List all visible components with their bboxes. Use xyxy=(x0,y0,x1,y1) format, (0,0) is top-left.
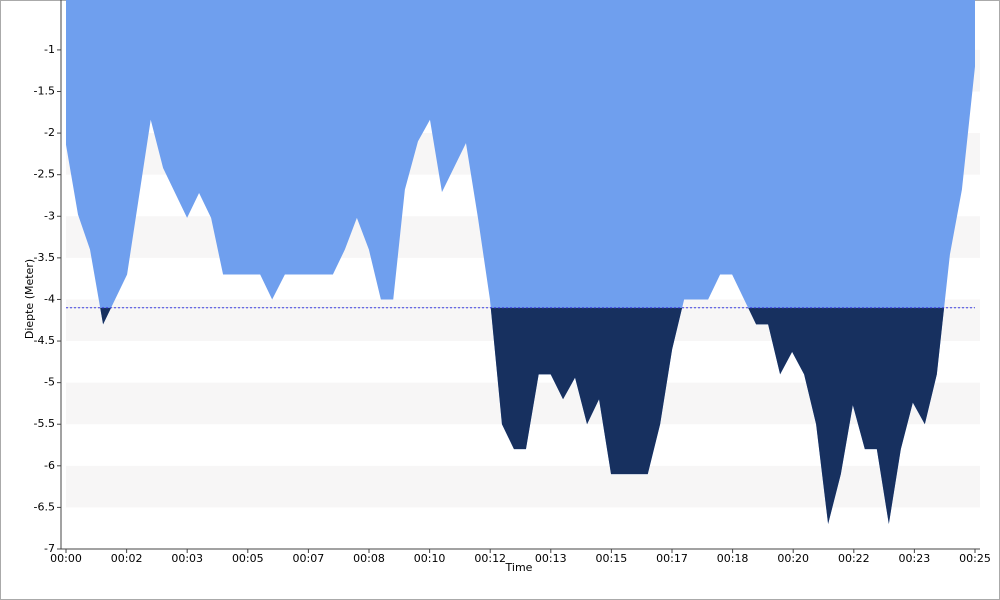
x-tick-label: 00:22 xyxy=(838,552,870,565)
x-tick-label: 00:00 xyxy=(50,552,82,565)
depth-area xyxy=(66,0,975,525)
x-tick-label: 00:02 xyxy=(111,552,143,565)
y-tick-label: -2 xyxy=(44,126,55,139)
y-tick-label: -6.5 xyxy=(34,500,55,513)
y-tick-label: -4 xyxy=(44,292,55,305)
x-tick-label: 00:17 xyxy=(656,552,688,565)
x-tick-label: 00:07 xyxy=(293,552,325,565)
y-tick-label: -2.5 xyxy=(34,168,55,181)
x-tick-label: 00:23 xyxy=(899,552,931,565)
y-tick-label: -7 xyxy=(44,542,55,555)
deep-area xyxy=(66,307,975,525)
y-axis-label: Diepte (Meter) xyxy=(23,259,36,339)
x-tick-label: 00:25 xyxy=(959,552,991,565)
y-tick-label: -1 xyxy=(44,43,55,56)
x-axis-label: Time xyxy=(505,561,533,574)
y-tick-label: -3 xyxy=(44,209,55,222)
grid-band xyxy=(66,465,980,508)
x-tick-label: 00:12 xyxy=(474,552,506,565)
x-tick-label: 00:20 xyxy=(777,552,809,565)
x-tick-label: 00:05 xyxy=(232,552,264,565)
x-tick-label: 00:10 xyxy=(414,552,446,565)
y-tick-label: -5.5 xyxy=(34,417,55,430)
x-tick-label: 00:18 xyxy=(717,552,749,565)
y-tick-label: -1.5 xyxy=(34,85,55,98)
y-tick-label: -4.5 xyxy=(34,334,55,347)
y-tick-label: -5 xyxy=(44,376,55,389)
x-tick-label: 00:13 xyxy=(535,552,567,565)
y-tick-label: -6 xyxy=(44,459,55,472)
x-tick-label: 00:03 xyxy=(171,552,203,565)
x-tick-label: 00:08 xyxy=(353,552,385,565)
x-tick-label: 00:15 xyxy=(596,552,628,565)
y-tick-label: -3.5 xyxy=(34,251,55,264)
